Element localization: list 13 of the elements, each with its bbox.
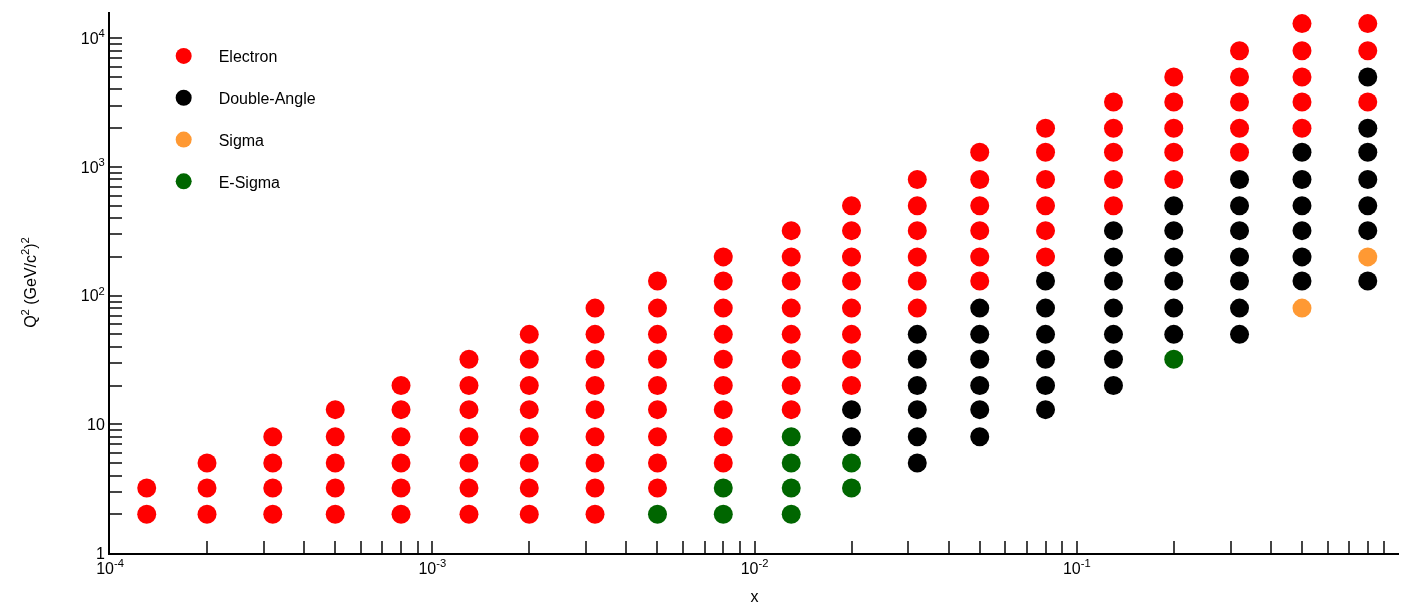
legend-label: Double-Angle	[218, 89, 316, 107]
legend-label: Sigma	[218, 131, 265, 149]
x-tick-label: 10$^{-1}$	[1062, 557, 1091, 578]
y-tick-label: 10$^{4}$	[80, 27, 105, 47]
y-tick-label: 10$^{2}$	[80, 284, 105, 305]
y-tick-label: 10$^{3}$	[80, 155, 105, 176]
x-tick-label: 10$^{-2}$	[740, 557, 769, 578]
x-tick-label: 10$^{-3}$	[418, 557, 447, 578]
legend-label: E-Sigma	[218, 173, 281, 191]
y-tick-label: 10	[87, 415, 105, 433]
legend-label: Electron	[218, 48, 278, 66]
x-axis-title: x	[750, 588, 759, 606]
y-tick-label: 1	[95, 544, 105, 562]
